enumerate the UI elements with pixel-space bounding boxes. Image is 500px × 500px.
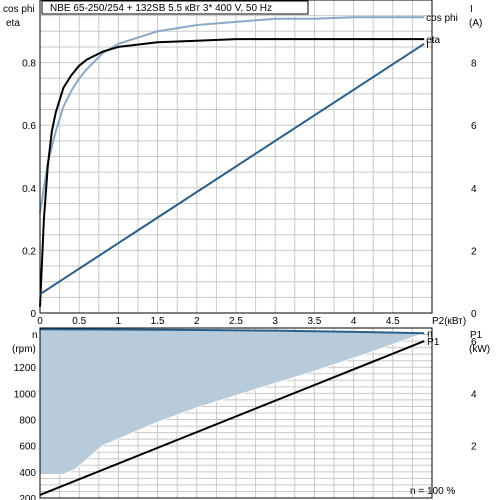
bottom-left-axis-label-n: n: [32, 330, 38, 341]
bottom-y-right-tick-label: 6: [471, 337, 477, 348]
y-left-tick-label: 0.2: [22, 246, 36, 257]
left-axis-label-eta: eta: [6, 18, 20, 29]
series-label-i: I: [426, 40, 429, 51]
y-right-tick-label: 4: [471, 184, 477, 195]
bottom-series: nP1: [39, 328, 440, 496]
bottom-right-axis-label-p1: P1: [470, 330, 483, 341]
bottom-y-left-tick-label: 1000: [14, 389, 37, 400]
footer-speed-label: n = 100 %: [410, 486, 455, 497]
chart-title: NBE 65-250/254 + 132SB 5.5 кВт 3* 400 V,…: [50, 3, 272, 14]
bottom-y-left-tick-label: 600: [19, 442, 36, 453]
right-axis-label-i: I: [470, 4, 473, 15]
top-tick-labels: 0 0.5 1 1.5 2 2.5 3 3.5 4 4.5 0 0.2 0.4 0.6 0.8 0 2 4 6 8: [22, 59, 477, 327]
series-line-n: [39, 328, 425, 335]
x-tick-label: 2.5: [229, 316, 243, 327]
bottom-plot-frame: [39, 327, 433, 499]
y-left-tick-label: 0.6: [22, 121, 36, 132]
bottom-y-left-tick-label: 400: [19, 468, 36, 479]
y-right-tick-label: 2: [471, 246, 477, 257]
x-tick-label: 3: [272, 316, 278, 327]
bottom-y-left-tick-label: 200: [19, 494, 36, 500]
series-line-p1: [39, 340, 425, 496]
y-right-tick-label: 6: [471, 121, 477, 132]
x-tick-label: 1: [116, 316, 122, 327]
x-tick-label: 2: [194, 316, 200, 327]
x-tick-label: 1.5: [151, 316, 165, 327]
x-tick-label: 4: [351, 316, 357, 327]
series-label-cos-phi: cos phi: [426, 13, 458, 24]
left-axis-label-cos-phi: cos phi: [3, 4, 35, 15]
bottom-y-left-tick-label: 1200: [14, 363, 37, 374]
x-axis-label: P2(кВт): [432, 316, 466, 327]
x-tick-label: 0.5: [72, 316, 86, 327]
series-line-i: [39, 42, 425, 296]
bottom-y-left-tick-label: 800: [19, 416, 36, 427]
speed-range-area: [40, 329, 425, 475]
top-grid: [40, 0, 432, 313]
series-label-eta: eta: [426, 35, 440, 46]
y-left-tick-label: 0.8: [22, 59, 36, 70]
chart-title-box: NBE 65-250/254 + 132SB 5.5 кВт 3* 400 V,…: [41, 0, 309, 15]
y-left-tick-label: 0.4: [22, 184, 36, 195]
bottom-left-axis-label-rpm: (rpm): [12, 344, 36, 355]
bottom-right-axis-label-kw: (kW): [469, 344, 490, 355]
right-axis-label-a: (A): [469, 18, 482, 29]
x-tick-label: 0: [37, 316, 43, 327]
y-right-tick-label: 0: [471, 309, 477, 320]
bottom-tick-labels: 200 400 600 800 1000 1200 2 4 6: [14, 337, 477, 500]
x-tick-label: 3.5: [307, 316, 321, 327]
y-left-tick-label: 0: [30, 309, 36, 320]
series-line-eta: [39, 38, 425, 307]
bottom-y-right-tick-label: 4: [471, 389, 477, 400]
series-label-p1: P1: [427, 337, 440, 348]
top-plot-frame: [39, 0, 433, 314]
y-right-tick-label: 8: [471, 59, 477, 70]
series-label-n: n: [427, 329, 433, 340]
bottom-y-right-tick-label: 2: [471, 442, 477, 453]
speed-range-lower-edge: [40, 332, 425, 475]
x-tick-label: 4.5: [386, 316, 400, 327]
top-chart-panel: NBE 65-250/254 + 132SB 5.5 кВт 3* 400 V,…: [3, 0, 482, 327]
